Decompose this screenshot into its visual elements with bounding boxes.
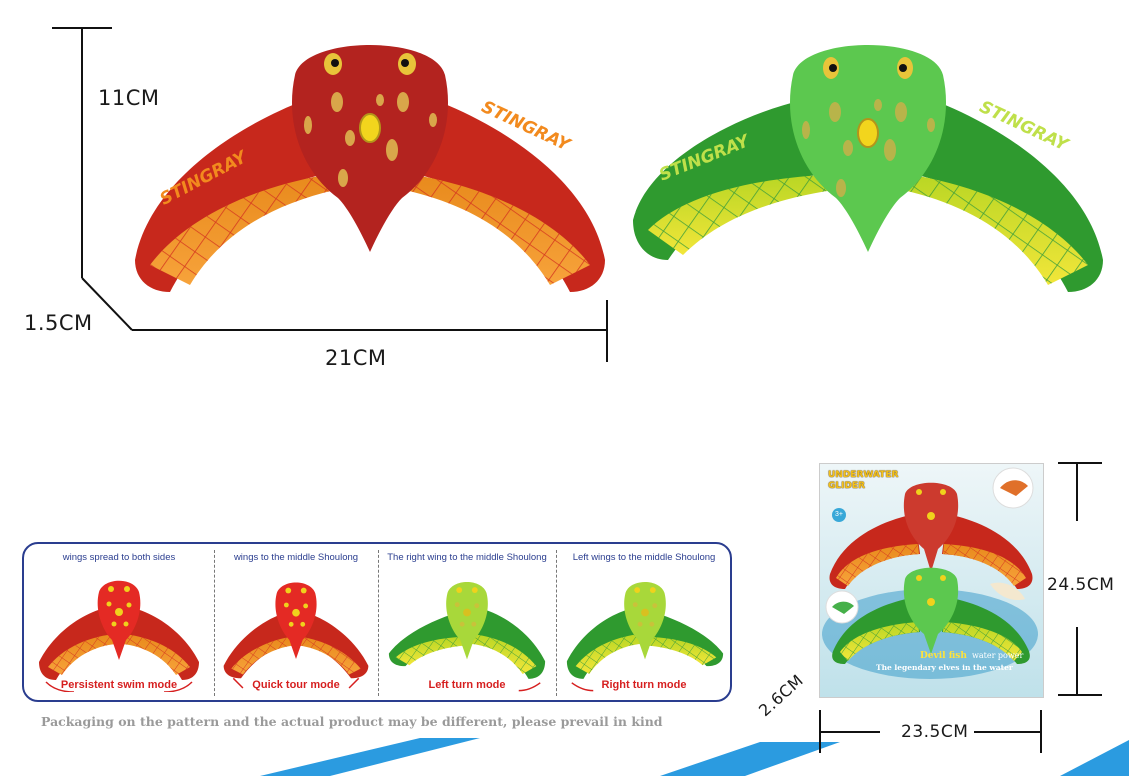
box-width-label: 23.5CM (901, 722, 969, 742)
mode-title: wings spread to both sides (62, 552, 176, 563)
divider (214, 550, 215, 696)
mode-label: Quick tour mode (252, 679, 340, 691)
product-package-box: UNDERWATER GLIDER 3+ Devil fish water po… (819, 463, 1044, 698)
divider (556, 550, 557, 696)
height-label: 11CM (98, 86, 160, 110)
disclaimer-text: Packaging on the pattern and the actual … (41, 714, 663, 729)
dimension-lines (52, 27, 608, 362)
mode-label: Left turn mode (428, 679, 506, 691)
divider (378, 550, 379, 696)
package-artwork (822, 467, 1038, 679)
swim-modes-panel: wings spread to both sides Persistent sw… (22, 542, 732, 702)
green-stingray-mini (566, 581, 724, 692)
red-stingray-mini (39, 580, 199, 692)
mode-title: wings to the middle Shoulong (233, 552, 359, 563)
mode-panel-3: The right wing to the middle Shoulong Le… (378, 544, 556, 700)
package-title-line2: GLIDER (828, 481, 866, 491)
mode-title: Left wings to the middle Shoulong (572, 552, 716, 563)
package-tagline: water power (972, 651, 1024, 660)
width-label: 21CM (325, 346, 387, 370)
mode-title: The right wing to the middle Shoulong (387, 552, 547, 563)
age-badge: 3+ (832, 508, 846, 522)
mode-panel-1: wings spread to both sides Persistent sw… (24, 544, 214, 700)
red-stingray-mini (223, 582, 369, 689)
package-slogan: The legendary elves in the water (876, 663, 1013, 672)
decorative-stripes (260, 738, 1129, 776)
red-stingray-toy: STINGRAY STINGRAY (135, 45, 605, 292)
green-stingray-mini (388, 581, 546, 692)
thickness-label: 1.5CM (24, 311, 93, 335)
mode-panel-2: wings to the middle Shoulong Quick tour … (214, 544, 378, 700)
green-stingray-toy: STINGRAY STINGRAY (633, 45, 1103, 292)
box-height-label: 24.5CM (1047, 575, 1115, 595)
package-title: UNDERWATER GLIDER (828, 470, 898, 492)
package-product-name: Devil fish (920, 651, 967, 661)
mode-label: Persistent swim mode (60, 679, 178, 691)
mode-panel-4: Left wings to the middle Shoulong Right … (556, 544, 732, 700)
mode-label: Right turn mode (601, 679, 687, 691)
package-title-line1: UNDERWATER (828, 470, 899, 480)
package-dimension-lines (819, 462, 1102, 753)
